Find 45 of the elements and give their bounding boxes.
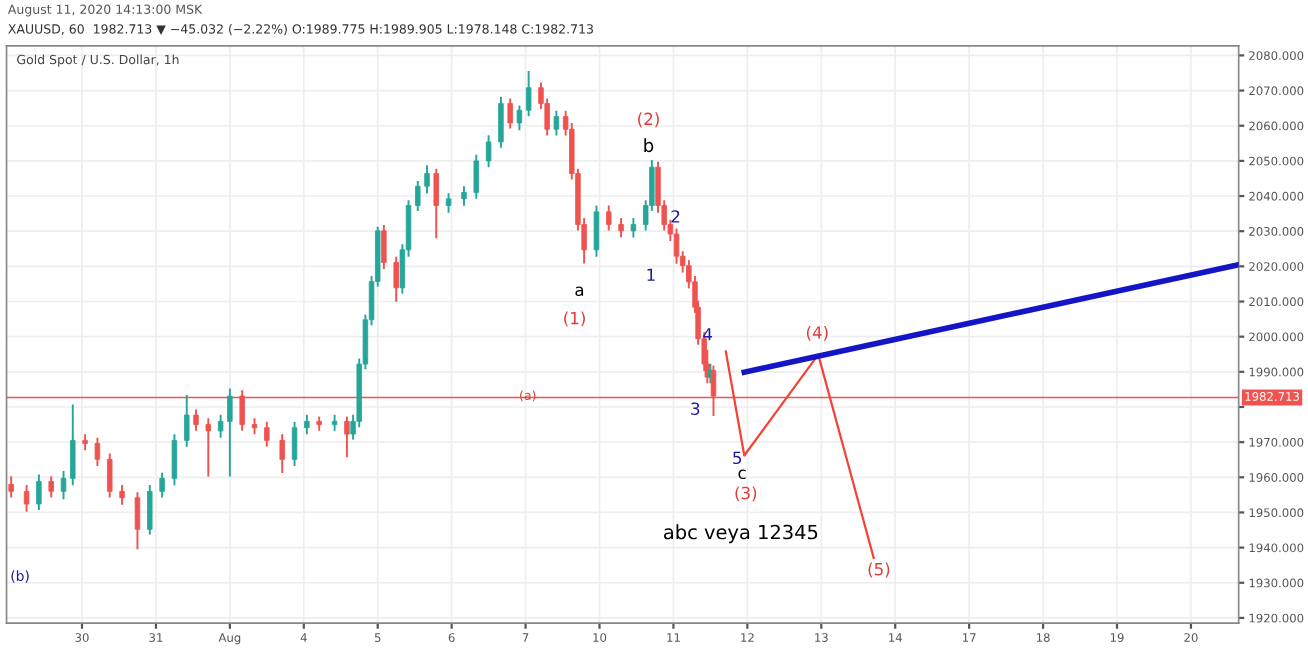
candlestick xyxy=(134,492,141,550)
annotation: (2) xyxy=(638,112,659,128)
candlestick xyxy=(473,154,480,199)
candlestick xyxy=(205,418,212,477)
annotation: a xyxy=(575,286,584,297)
annotation: (3) xyxy=(735,486,757,502)
annotation: b xyxy=(644,138,654,153)
candlestick xyxy=(36,474,42,510)
candlestick xyxy=(381,224,387,270)
annotation: abc veya 12345 xyxy=(664,524,818,544)
candlestick xyxy=(8,476,14,498)
candlestick xyxy=(23,485,30,512)
annotation: (4) xyxy=(806,325,828,341)
candlestick xyxy=(593,205,600,257)
candlestick xyxy=(525,70,532,117)
candlestick xyxy=(344,416,350,458)
candlestick xyxy=(279,434,285,473)
annotation: (1) xyxy=(564,311,585,327)
candlestick xyxy=(553,110,560,136)
annotation: 1 xyxy=(647,268,655,281)
annotation: 3 xyxy=(691,402,700,416)
annotation: 4 xyxy=(703,328,712,341)
candlestick xyxy=(498,96,504,148)
candlestick xyxy=(507,98,513,129)
candlestick xyxy=(159,472,165,498)
candlestick xyxy=(393,256,399,302)
candlestick xyxy=(171,434,178,486)
candlestick xyxy=(60,471,67,500)
candlestick xyxy=(147,485,153,535)
candlestick xyxy=(264,421,270,447)
candlestick xyxy=(485,135,492,168)
candlestick xyxy=(70,404,76,486)
candlestick xyxy=(606,205,612,231)
annotation: 5 xyxy=(733,451,742,465)
annotation: (5) xyxy=(868,562,890,578)
candlestick xyxy=(433,168,439,239)
candlestick xyxy=(107,453,113,498)
candlestick xyxy=(193,409,199,431)
candlestick xyxy=(48,476,54,498)
candlestick xyxy=(184,395,190,447)
annotation: c xyxy=(738,469,746,480)
candlestick xyxy=(94,437,101,466)
annotation: 2 xyxy=(671,210,680,223)
candlestick xyxy=(516,105,523,131)
candlestick xyxy=(291,421,298,466)
